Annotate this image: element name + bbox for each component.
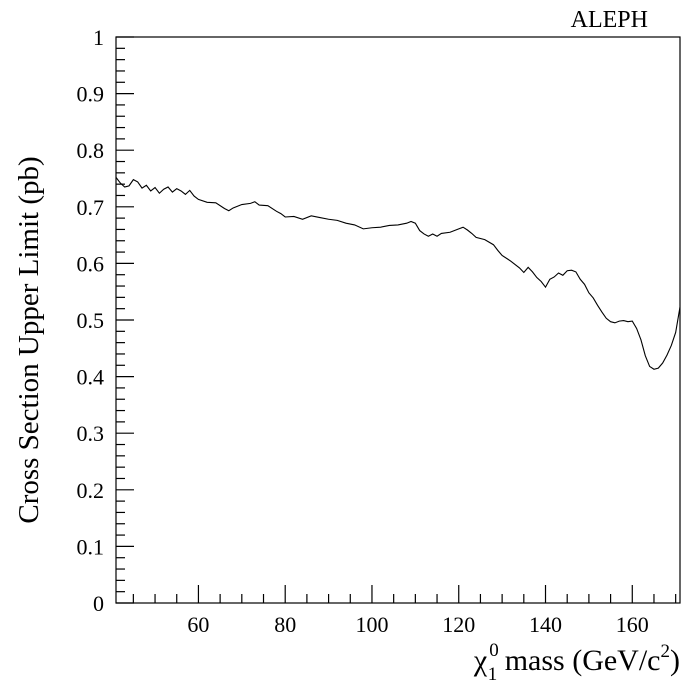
y-tick-label: 0.3 — [77, 421, 105, 446]
x-axis-title-subscript: 1 — [488, 664, 498, 683]
series-line — [115, 177, 681, 370]
axis-ticks — [116, 36, 677, 604]
y-tick-label: 0.5 — [77, 308, 105, 333]
y-tick-label: 0.1 — [77, 534, 105, 559]
y-tick-label: 0.2 — [77, 478, 105, 503]
x-tick-label: 140 — [529, 612, 562, 637]
y-tick-label: 0 — [93, 591, 104, 616]
y-tick-label: 0.9 — [77, 82, 105, 107]
x-tick-label: 120 — [442, 612, 475, 637]
x-tick-label: 100 — [355, 612, 388, 637]
y-tick-label: 0.7 — [77, 195, 105, 220]
annotation-aleph: ALEPH — [571, 7, 648, 33]
x-axis-title-closing: ) — [670, 644, 680, 677]
x-tick-label: 160 — [616, 612, 649, 637]
y-axis-title: Cross Section Upper Limit (pb) — [13, 156, 45, 523]
x-tick-label: 80 — [274, 612, 296, 637]
x-axis-title-symbol: χ — [473, 644, 488, 677]
y-tick-label: 1 — [93, 25, 104, 50]
x-axis-title-superscript: 0 — [489, 640, 499, 661]
y-tick-label: 0.8 — [77, 138, 105, 163]
y-tick-label: 0.4 — [77, 365, 105, 390]
x-axis-title-exponent: 2 — [661, 641, 671, 662]
plot-frame — [115, 36, 681, 604]
y-tick-label: 0.6 — [77, 251, 105, 276]
x-tick-label: 60 — [187, 612, 209, 637]
x-axis-title-text: mass (GeV/c — [497, 644, 660, 677]
